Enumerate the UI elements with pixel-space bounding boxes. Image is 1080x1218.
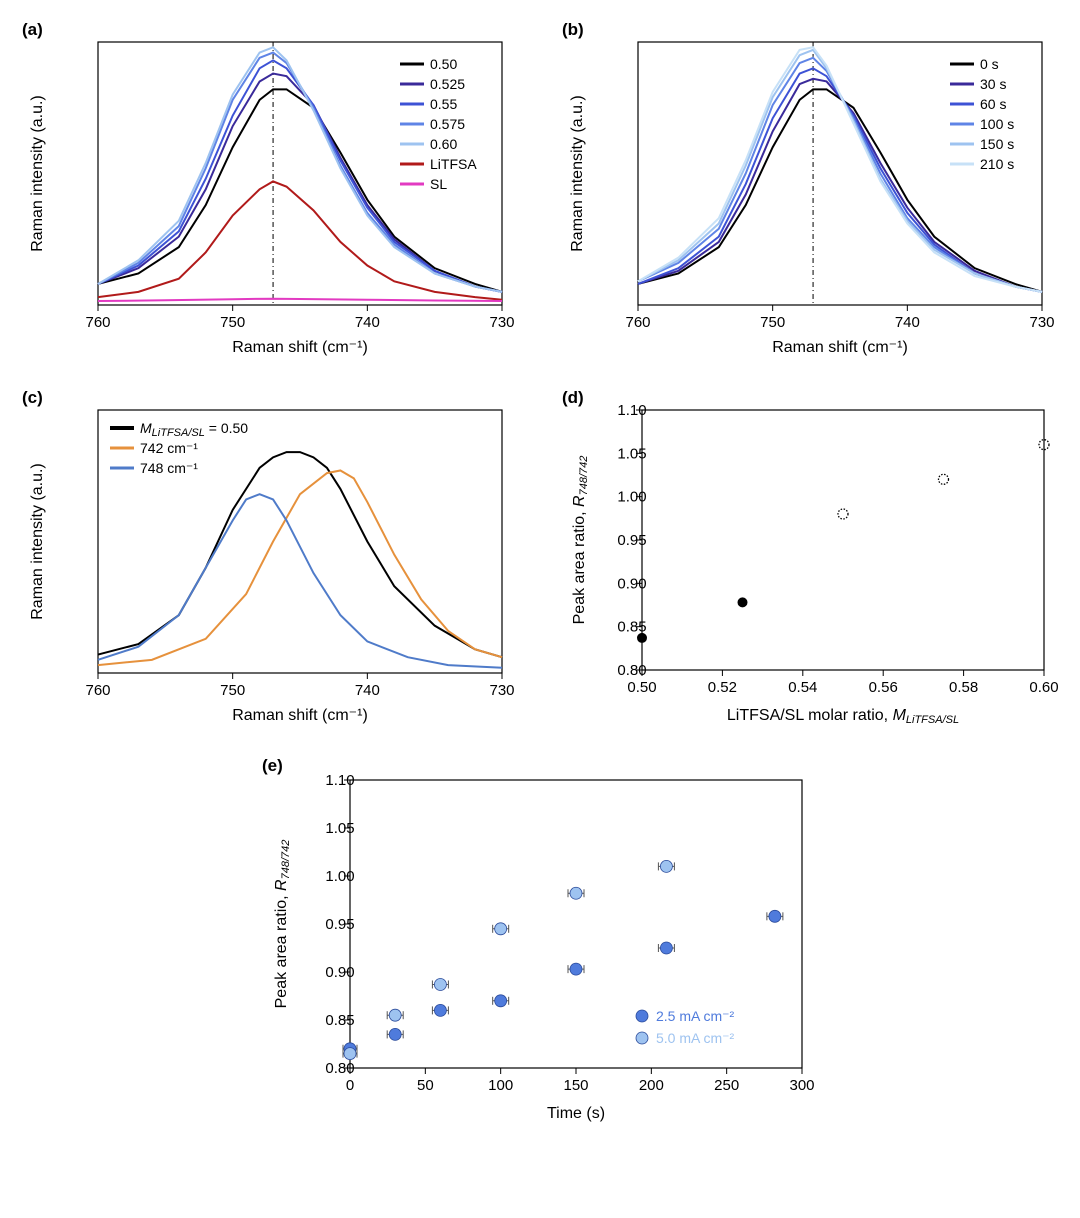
svg-text:0.60: 0.60 bbox=[430, 136, 457, 152]
svg-text:760: 760 bbox=[85, 314, 110, 331]
row-2: (c) 760 750 740 730 Raman shift (cm⁻¹) Raman … bbox=[20, 388, 1060, 728]
svg-text:740: 740 bbox=[355, 682, 380, 699]
svg-text:Raman shift (cm⁻¹): Raman shift (cm⁻¹) bbox=[772, 339, 908, 356]
panel-a-label: (a) bbox=[22, 20, 43, 40]
svg-text:1.00: 1.00 bbox=[325, 868, 354, 885]
svg-text:730: 730 bbox=[489, 682, 514, 699]
svg-text:100 s: 100 s bbox=[980, 116, 1014, 132]
svg-text:750: 750 bbox=[760, 314, 785, 331]
svg-text:0.52: 0.52 bbox=[708, 679, 737, 696]
svg-text:LiTFSA: LiTFSA bbox=[430, 156, 477, 172]
panel-d: (d) 0.500.520.540.560.580.600.800.850.90… bbox=[560, 388, 1060, 728]
svg-text:Raman shift (cm⁻¹): Raman shift (cm⁻¹) bbox=[232, 339, 368, 356]
panel-c-svg: 760 750 740 730 Raman shift (cm⁻¹) Raman inte… bbox=[20, 388, 520, 728]
panel-b-svg: 760 750 740 730 Raman shift (cm⁻¹) Raman inte… bbox=[560, 20, 1060, 360]
svg-text:200: 200 bbox=[639, 1077, 664, 1094]
svg-text:Raman intensity (a.u.): Raman intensity (a.u.) bbox=[569, 95, 586, 252]
svg-text:0 s: 0 s bbox=[980, 56, 999, 72]
panel-a-svg: 760 750 740 730 Raman shift (cm⁻¹) Raman inte… bbox=[20, 20, 520, 360]
svg-text:0.575: 0.575 bbox=[430, 116, 465, 132]
svg-text:0.58: 0.58 bbox=[949, 679, 978, 696]
svg-text:210 s: 210 s bbox=[980, 156, 1014, 172]
svg-text:150: 150 bbox=[563, 1077, 588, 1094]
svg-text:0.85: 0.85 bbox=[325, 1012, 354, 1029]
svg-text:0.54: 0.54 bbox=[788, 679, 817, 696]
svg-text:300: 300 bbox=[789, 1077, 814, 1094]
svg-text:0.80: 0.80 bbox=[617, 662, 646, 679]
svg-text:750: 750 bbox=[220, 682, 245, 699]
svg-text:0.50: 0.50 bbox=[430, 56, 457, 72]
panel-a: (a) 760 750 740 730 Raman shift (cm⁻¹) Raman … bbox=[20, 20, 520, 360]
svg-text:730: 730 bbox=[489, 314, 514, 331]
svg-text:MLiTFSA/SL = 0.50: MLiTFSA/SL = 0.50 bbox=[140, 420, 248, 439]
svg-text:0.50: 0.50 bbox=[627, 679, 656, 696]
panel-c-label: (c) bbox=[22, 388, 43, 408]
panel-e-svg: 0 50 100 150 200 250 300 0.80 0.85 0.90 0.95 1.00 1.… bbox=[260, 756, 820, 1126]
svg-text:0.90: 0.90 bbox=[325, 964, 354, 981]
svg-text:750: 750 bbox=[220, 314, 245, 331]
svg-text:Peak area ratio, R748/742: Peak area ratio, R748/742 bbox=[571, 456, 590, 625]
svg-text:1.05: 1.05 bbox=[325, 820, 354, 837]
panel-d-svg: 0.500.520.540.560.580.600.800.850.900.95… bbox=[560, 388, 1060, 728]
svg-text:730: 730 bbox=[1029, 314, 1054, 331]
svg-text:50: 50 bbox=[417, 1077, 434, 1094]
svg-text:60 s: 60 s bbox=[980, 96, 1006, 112]
svg-text:Peak area ratio, R748/742: Peak area ratio, R748/742 bbox=[273, 840, 292, 1009]
svg-text:Raman intensity (a.u.): Raman intensity (a.u.) bbox=[29, 463, 46, 620]
svg-text:LiTFSA/SL molar ratio, MLiTFSA: LiTFSA/SL molar ratio, MLiTFSA/SL bbox=[727, 707, 959, 726]
svg-text:SL: SL bbox=[430, 176, 447, 192]
svg-text:100: 100 bbox=[488, 1077, 513, 1094]
svg-text:Time (s): Time (s) bbox=[547, 1105, 605, 1122]
svg-text:150 s: 150 s bbox=[980, 136, 1014, 152]
svg-text:Raman intensity (a.u.): Raman intensity (a.u.) bbox=[29, 95, 46, 252]
svg-text:740: 740 bbox=[355, 314, 380, 331]
svg-text:742 cm⁻¹: 742 cm⁻¹ bbox=[140, 440, 198, 456]
svg-text:5.0 mA cm⁻²: 5.0 mA cm⁻² bbox=[656, 1030, 735, 1046]
panel-b-label: (b) bbox=[562, 20, 584, 40]
svg-text:0.525: 0.525 bbox=[430, 76, 465, 92]
svg-text:2.5 mA cm⁻²: 2.5 mA cm⁻² bbox=[656, 1008, 735, 1024]
svg-text:0.95: 0.95 bbox=[325, 916, 354, 933]
svg-text:1.10: 1.10 bbox=[325, 772, 354, 789]
svg-text:250: 250 bbox=[714, 1077, 739, 1094]
panel-b: (b) 760 750 740 730 Raman shift (cm⁻¹) Raman … bbox=[560, 20, 1060, 360]
row-1: (a) 760 750 740 730 Raman shift (cm⁻¹) Raman … bbox=[20, 20, 1060, 360]
svg-text:0.80: 0.80 bbox=[325, 1060, 354, 1077]
svg-text:760: 760 bbox=[85, 682, 110, 699]
svg-text:1.05: 1.05 bbox=[617, 445, 646, 462]
svg-text:0.90: 0.90 bbox=[617, 575, 646, 592]
panel-e: (e) 0 50 100 150 200 250 300 0.80 0.85 0.90 0.95 1.… bbox=[260, 756, 820, 1126]
svg-text:1.00: 1.00 bbox=[617, 489, 646, 506]
panel-e-label: (e) bbox=[262, 756, 283, 776]
panel-c: (c) 760 750 740 730 Raman shift (cm⁻¹) Raman … bbox=[20, 388, 520, 728]
svg-text:0.60: 0.60 bbox=[1029, 679, 1058, 696]
panel-d-label: (d) bbox=[562, 388, 584, 408]
row-3: (e) 0 50 100 150 200 250 300 0.80 0.85 0.90 0.95 1.… bbox=[20, 756, 1060, 1126]
svg-text:0.55: 0.55 bbox=[430, 96, 457, 112]
svg-text:0.56: 0.56 bbox=[869, 679, 898, 696]
svg-text:748 cm⁻¹: 748 cm⁻¹ bbox=[140, 460, 198, 476]
svg-text:0.95: 0.95 bbox=[617, 532, 646, 549]
svg-text:0: 0 bbox=[346, 1077, 354, 1094]
svg-text:Raman shift (cm⁻¹): Raman shift (cm⁻¹) bbox=[232, 707, 368, 724]
svg-text:740: 740 bbox=[895, 314, 920, 331]
svg-text:760: 760 bbox=[625, 314, 650, 331]
svg-text:30 s: 30 s bbox=[980, 76, 1006, 92]
svg-text:1.10: 1.10 bbox=[617, 402, 646, 419]
